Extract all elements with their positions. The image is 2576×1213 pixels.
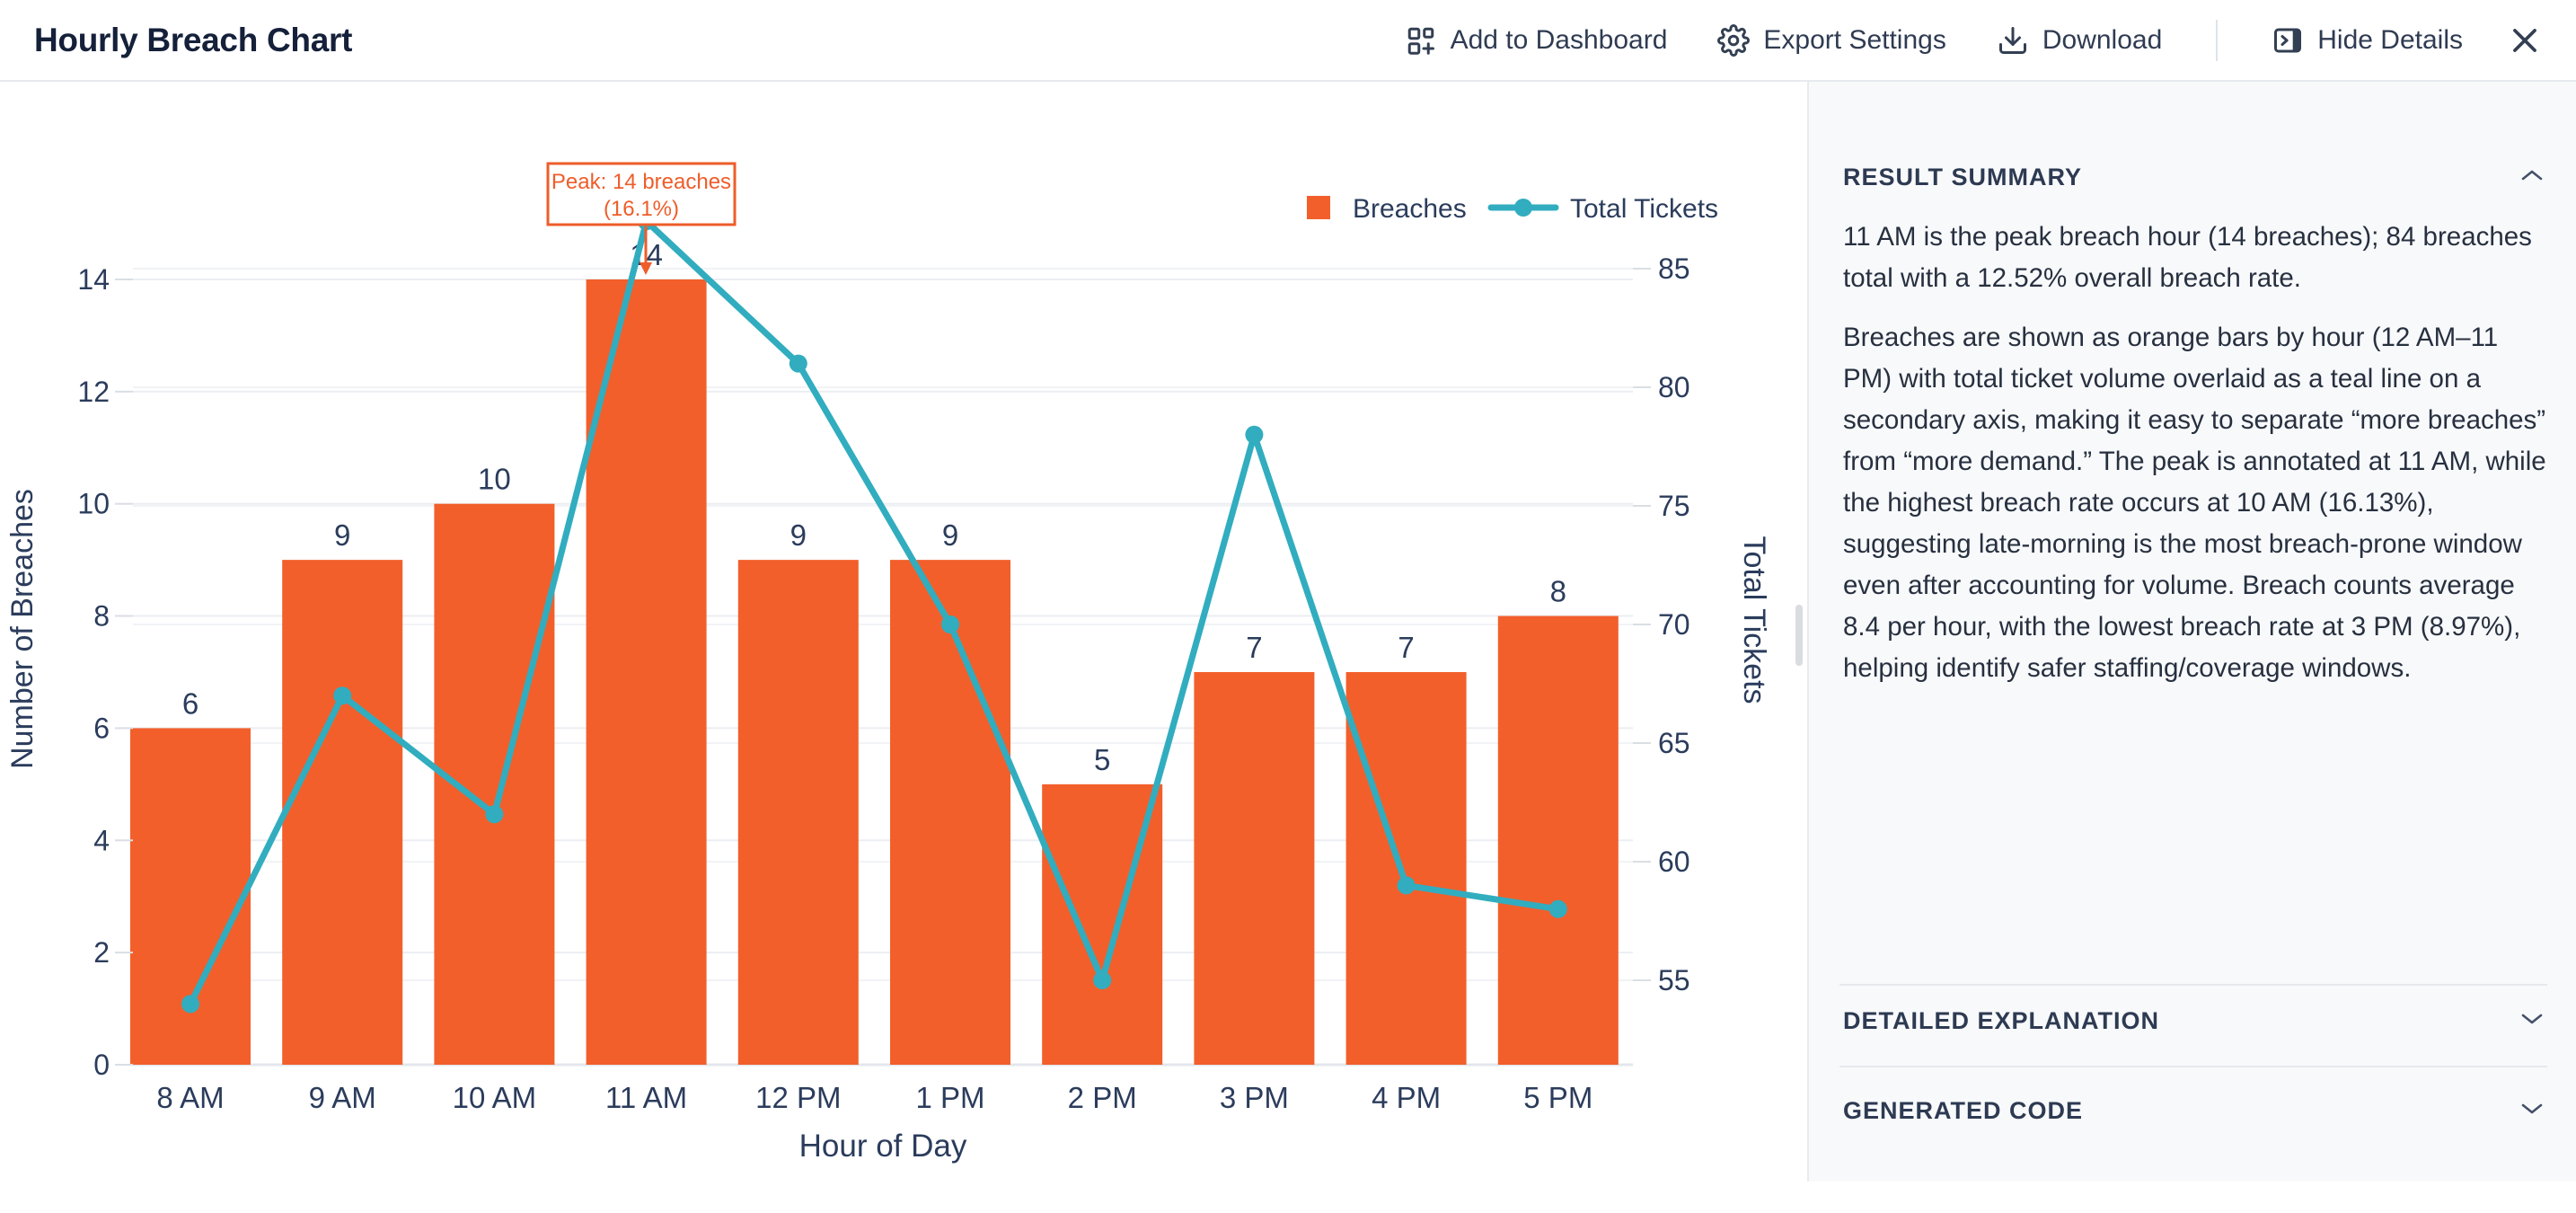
x-axis-tick: 3 PM xyxy=(1220,1081,1289,1114)
bar-value-label: 5 xyxy=(1094,743,1110,776)
section-result-summary[interactable]: RESULT SUMMARY xyxy=(1843,159,2544,195)
bar-1 PM[interactable] xyxy=(890,560,1010,1065)
legend-label-total-tickets: Total Tickets xyxy=(1570,194,1718,224)
bar-value-label: 7 xyxy=(1246,631,1262,664)
section-detailed-explanation[interactable]: DETAILED EXPLANATION xyxy=(1843,1003,2544,1039)
x-axis-tick: 12 PM xyxy=(755,1081,841,1114)
download-button[interactable]: Download xyxy=(1997,24,2162,57)
add-to-dashboard-label: Add to Dashboard xyxy=(1450,24,1668,55)
chevron-down-icon xyxy=(2520,1012,2544,1031)
panel-collapse-icon xyxy=(2272,24,2304,57)
right-axis-tick: 80 xyxy=(1658,371,1690,403)
section-divider xyxy=(1839,984,2547,986)
close-icon xyxy=(2508,23,2542,58)
right-axis-tick: 55 xyxy=(1658,964,1690,996)
line-point-8 AM[interactable] xyxy=(181,995,199,1014)
x-axis-tick: 9 AM xyxy=(309,1081,376,1114)
bottom-strip xyxy=(0,1183,2576,1213)
left-axis-tick: 4 xyxy=(93,824,110,856)
bar-value-label: 9 xyxy=(942,518,958,552)
bar-12 PM[interactable] xyxy=(737,560,859,1065)
result-summary-title: RESULT SUMMARY xyxy=(1843,163,2082,190)
legend-label-breaches: Breaches xyxy=(1353,194,1467,224)
bar-value-label: 8 xyxy=(1550,575,1566,608)
total-tickets-line xyxy=(187,217,1562,1007)
x-axis-tick: 10 AM xyxy=(453,1081,537,1114)
line-point-10 AM[interactable] xyxy=(485,805,504,824)
right-axis-tick: 65 xyxy=(1658,727,1690,759)
bar-value-label: 6 xyxy=(182,686,198,720)
close-button[interactable] xyxy=(2508,23,2542,58)
peak-annotation-box xyxy=(546,162,737,226)
line-point-3 PM[interactable] xyxy=(1245,425,1264,444)
left-axis-tick: 12 xyxy=(77,376,110,408)
x-axis-tick: 11 AM xyxy=(605,1081,687,1114)
x-axis-title: Hour of Day xyxy=(799,1129,967,1164)
download-icon xyxy=(1997,24,2029,57)
line-point-4 PM[interactable] xyxy=(1397,876,1416,895)
bar-value-label: 10 xyxy=(478,463,511,496)
toolbar-separator xyxy=(2216,19,2219,61)
export-settings-button[interactable]: Export Settings xyxy=(1717,23,1946,57)
line-point-2 PM[interactable] xyxy=(1093,971,1112,989)
summary-paragraph: Breaches are shown as orange bars by hou… xyxy=(1843,323,2546,683)
bar-value-label: 9 xyxy=(790,518,807,552)
bar-8 AM[interactable] xyxy=(130,728,251,1065)
right-axis-tick: 85 xyxy=(1658,252,1690,285)
left-axis-tick: 6 xyxy=(93,712,110,744)
left-axis-tick: 8 xyxy=(93,600,110,633)
page-title: Hourly Breach Chart xyxy=(34,21,353,58)
bar-5 PM[interactable] xyxy=(1497,615,1619,1065)
add-to-dashboard-button[interactable]: Add to Dashboard xyxy=(1405,24,1668,57)
bar-3 PM[interactable] xyxy=(1194,671,1315,1065)
chart-scrollbar-thumb[interactable] xyxy=(1795,605,1803,666)
bar-value-label: 9 xyxy=(334,518,350,552)
x-axis-tick: 8 AM xyxy=(156,1081,224,1114)
details-panel: RESULT SUMMARY 11 AM is the peak breach … xyxy=(1807,82,2576,1182)
right-axis-tick: 60 xyxy=(1658,846,1690,878)
generated-code-title: GENERATED CODE xyxy=(1843,1096,2084,1124)
x-axis-tick: 1 PM xyxy=(915,1081,984,1114)
add-to-dashboard-icon xyxy=(1405,24,1437,57)
line-point-5 PM[interactable] xyxy=(1548,899,1567,918)
annotation-arrow xyxy=(640,262,652,275)
chart-toolbar: Hourly Breach Chart Add to Dashboard xyxy=(0,0,2576,82)
x-axis-tick: 4 PM xyxy=(1372,1081,1441,1114)
section-divider xyxy=(1839,1066,2547,1067)
download-label: Download xyxy=(2042,24,2163,55)
peak-annotation-line2: (16.1%) xyxy=(604,197,679,221)
line-point-9 AM[interactable] xyxy=(333,686,352,705)
x-axis-tick: 2 PM xyxy=(1068,1081,1137,1114)
toolbar-actions: Add to Dashboard Export Settings Downloa… xyxy=(1405,19,2542,61)
detailed-explanation-title: DETAILED EXPLANATION xyxy=(1843,1006,2160,1034)
hide-details-button[interactable]: Hide Details xyxy=(2272,24,2463,57)
left-axis-tick: 0 xyxy=(93,1049,110,1081)
left-axis-tick: 10 xyxy=(77,488,110,520)
chevron-up-icon xyxy=(2520,168,2544,187)
legend-swatch-breaches xyxy=(1307,196,1330,219)
left-axis-title: Number of Breaches xyxy=(5,489,40,769)
bar-9 AM[interactable] xyxy=(282,560,403,1065)
right-axis-tick: 75 xyxy=(1658,490,1690,522)
right-axis-tick: 70 xyxy=(1658,608,1690,641)
left-axis-tick: 14 xyxy=(77,263,110,296)
gear-icon xyxy=(1717,23,1751,57)
summary-paragraph: 11 AM is the peak breach hour (14 breach… xyxy=(1843,222,2532,293)
hide-details-label: Hide Details xyxy=(2317,24,2463,55)
bar-4 PM[interactable] xyxy=(1345,671,1467,1065)
export-settings-label: Export Settings xyxy=(1763,24,1946,55)
right-axis-title: Total Tickets xyxy=(1737,536,1771,704)
bar-11 AM[interactable] xyxy=(586,279,707,1065)
line-point-1 PM[interactable] xyxy=(941,615,959,633)
legend-marker-total-tickets xyxy=(1514,199,1532,217)
line-point-12 PM[interactable] xyxy=(789,354,807,373)
section-generated-code[interactable]: GENERATED CODE xyxy=(1843,1093,2544,1129)
bar-value-label: 7 xyxy=(1398,631,1414,664)
left-axis-tick: 2 xyxy=(93,936,110,969)
x-axis-tick: 5 PM xyxy=(1523,1081,1592,1114)
peak-annotation-line1: Peak: 14 breaches xyxy=(551,170,731,194)
chevron-down-icon xyxy=(2520,1102,2544,1120)
chart-panel: 6 9 10 14 9 9 5 7 7 8 0 2 4 6 8 10 12 14 55 60 65 70 75 80 85 8 A… xyxy=(0,82,1807,1182)
